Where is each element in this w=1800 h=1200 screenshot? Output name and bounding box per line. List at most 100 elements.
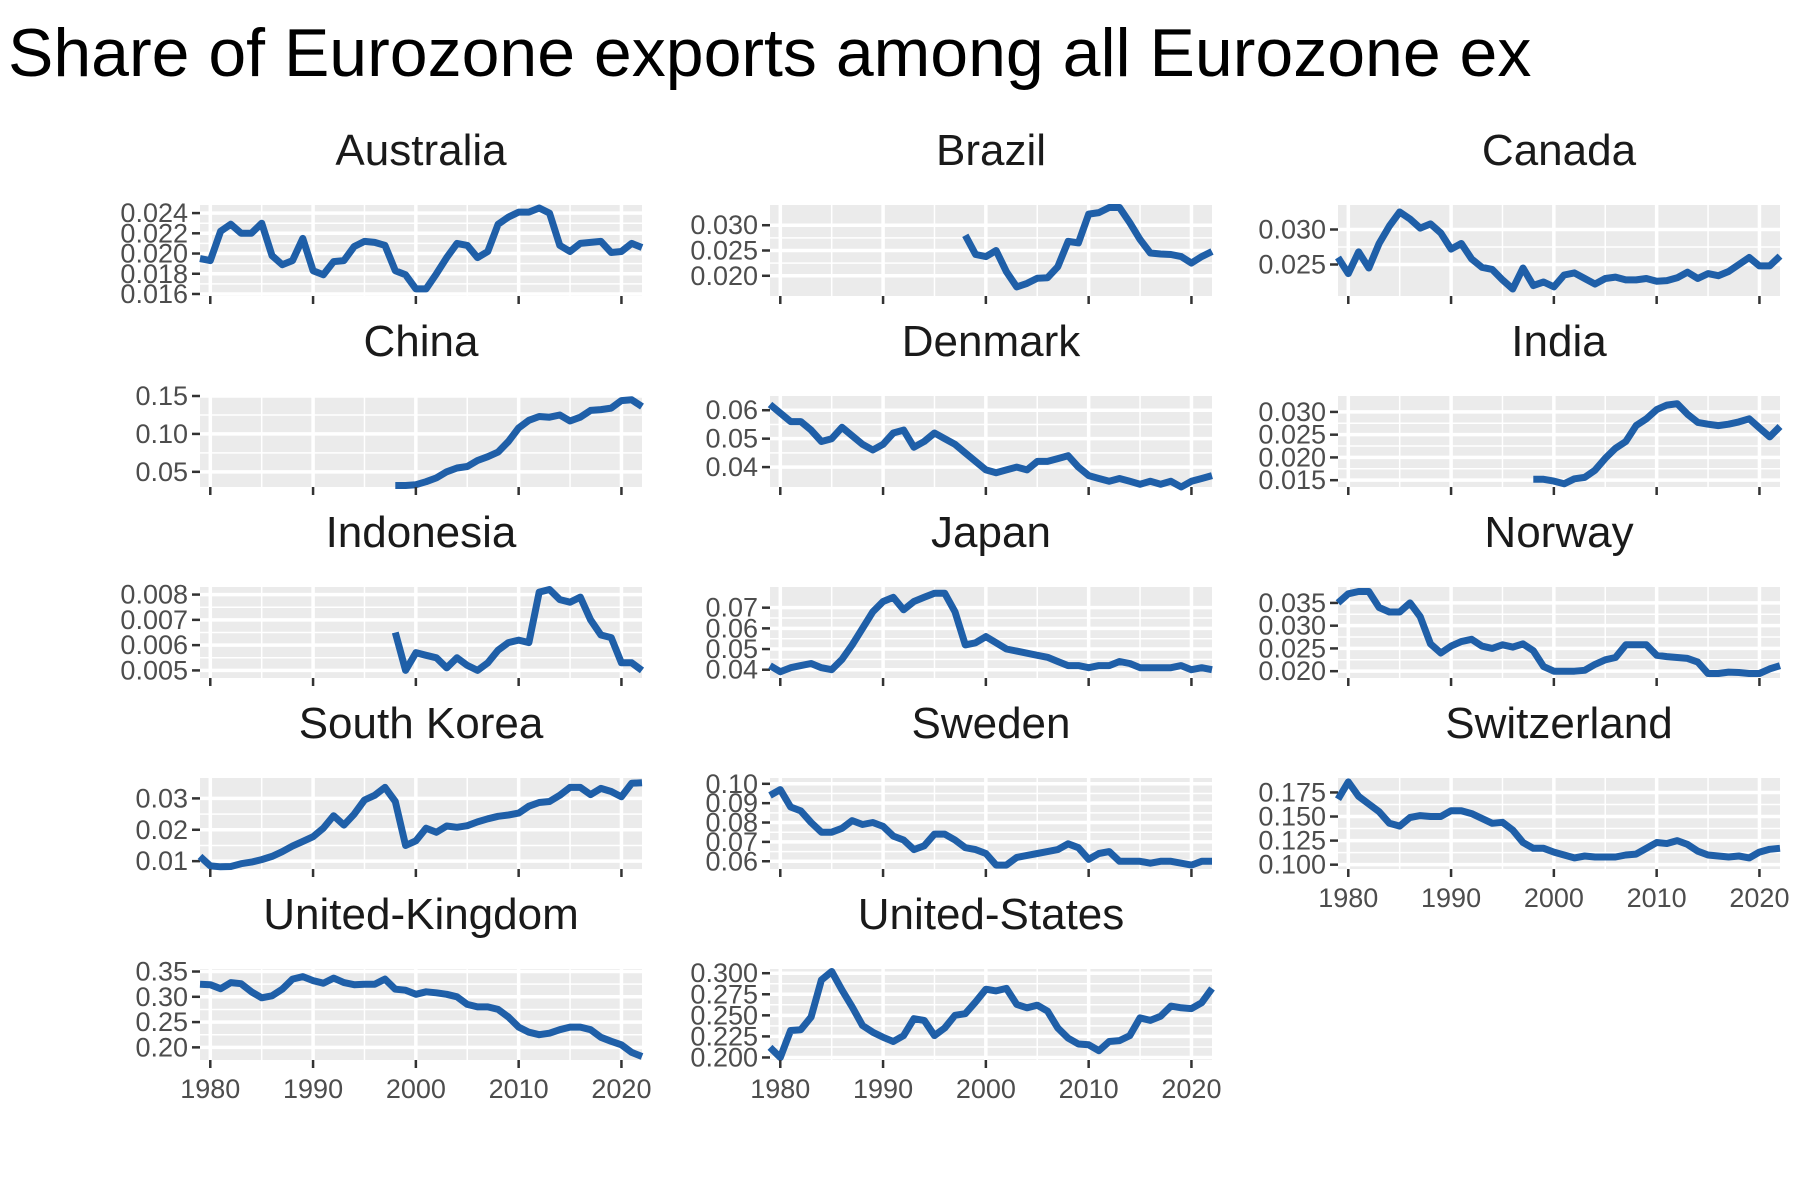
panel-title-south-korea: South Korea <box>299 699 544 748</box>
panel-title-united-kingdom: United-Kingdom <box>263 890 579 939</box>
panel-background <box>1338 587 1780 678</box>
y-tick-label: 0.275 <box>690 979 758 1009</box>
y-tick-label: 0.005 <box>120 655 188 685</box>
y-tick-label: 0.020 <box>120 239 188 269</box>
series-line-norway <box>1335 588 1782 677</box>
y-tick-label: 0.200 <box>690 1042 758 1072</box>
panel-title-china: China <box>364 317 479 366</box>
y-tick-label: 0.02 <box>135 815 188 845</box>
panel-title-denmark: Denmark <box>902 317 1081 366</box>
x-tick-label: 2020 <box>591 1074 651 1104</box>
x-tick-label: 2010 <box>489 1074 549 1104</box>
y-tick-label: 0.025 <box>1258 420 1326 450</box>
panel-china: China 0.05 0.10 0.15 <box>135 317 644 495</box>
panel-united-kingdom: United-Kingdom 0.200.250.300.35 1980 1990 20… <box>135 890 651 1104</box>
x-tick-label: 2010 <box>1627 883 1687 913</box>
y-tick-label: 0.030 <box>690 210 758 240</box>
chart-title: Share of Eurozone exports among all Euro… <box>8 15 1532 91</box>
y-tick-label: 0.06 <box>705 613 758 643</box>
panel-sweden: Sweden 0.060.070.080.090.10 <box>705 699 1212 877</box>
y-tick-label: 0.300 <box>690 958 758 988</box>
y-tick-label: 0.01 <box>135 846 188 876</box>
x-tick-label: 2000 <box>1524 883 1584 913</box>
series-line-china <box>395 396 644 489</box>
panel-title-norway: Norway <box>1484 508 1633 557</box>
x-tick-label: 1980 <box>750 1074 810 1104</box>
y-tick-label: 0.03 <box>135 783 188 813</box>
series-line-denmark <box>767 401 1213 491</box>
panel-title-canada: Canada <box>1482 126 1637 175</box>
x-tick-label: 2000 <box>386 1074 446 1104</box>
y-tick-label: 0.030 <box>1258 611 1326 641</box>
series-line-indonesia <box>391 586 645 674</box>
y-tick-label: 0.05 <box>705 424 758 454</box>
x-tick-label: 2000 <box>956 1074 1016 1104</box>
y-tick-label: 0.125 <box>1258 826 1326 856</box>
panel-title-sweden: Sweden <box>911 699 1070 748</box>
x-tick-label: 1980 <box>180 1074 240 1104</box>
panel-title-india: India <box>1511 317 1607 366</box>
panel-canada: Canada 0.025 0.030 <box>1258 126 1783 304</box>
y-tick-label: 0.06 <box>705 846 758 876</box>
y-tick-label: 0.225 <box>690 1021 758 1051</box>
y-tick-label: 0.016 <box>120 279 188 309</box>
y-tick-label: 0.35 <box>135 957 188 987</box>
panel-denmark: Denmark 0.040.050.06 <box>705 317 1213 495</box>
y-tick-label: 0.10 <box>135 419 188 449</box>
series-line-sweden <box>768 786 1212 869</box>
panel-title-australia: Australia <box>335 126 507 175</box>
panel-title-united-states: United-States <box>858 890 1125 939</box>
y-tick-label: 0.020 <box>1258 442 1326 472</box>
x-tick-label: 2020 <box>1161 1074 1221 1104</box>
series-line-switzerland <box>1334 778 1781 862</box>
y-tick-label: 0.175 <box>1258 777 1326 807</box>
y-tick-label: 0.07 <box>705 827 758 857</box>
panel-background <box>770 587 1212 678</box>
y-tick-label: 0.06 <box>705 395 758 425</box>
y-tick-label: 0.007 <box>120 605 188 635</box>
y-tick-label: 0.10 <box>705 769 758 799</box>
y-tick-label: 0.150 <box>1258 802 1326 832</box>
y-tick-label: 0.100 <box>1258 850 1326 880</box>
x-tick-label: 2020 <box>1729 883 1789 913</box>
y-tick-label: 0.025 <box>1258 633 1326 663</box>
series-line-canada <box>1335 208 1783 293</box>
y-tick-label: 0.04 <box>705 452 758 482</box>
series-line-brazil <box>962 204 1214 291</box>
y-tick-label: 0.025 <box>1258 250 1326 280</box>
y-tick-label: 0.025 <box>690 236 758 266</box>
y-tick-label: 0.022 <box>120 218 188 248</box>
y-tick-label: 0.020 <box>690 261 758 291</box>
series-line-australia <box>199 204 644 293</box>
x-tick-label: 1990 <box>1421 883 1481 913</box>
y-tick-label: 0.030 <box>1258 215 1326 245</box>
y-tick-label: 0.20 <box>135 1032 188 1062</box>
panel-title-brazil: Brazil <box>936 126 1046 175</box>
y-tick-label: 0.25 <box>135 1007 188 1037</box>
y-tick-label: 0.020 <box>1258 656 1326 686</box>
y-tick-label: 0.04 <box>705 655 758 685</box>
x-tick-label: 2010 <box>1059 1074 1119 1104</box>
panel-japan: Japan 0.040.050.060.07 <box>705 508 1213 686</box>
panel-title-japan: Japan <box>931 508 1051 557</box>
x-tick-label: 1990 <box>283 1074 343 1104</box>
panel-background <box>1338 396 1780 487</box>
y-tick-label: 0.07 <box>705 593 758 623</box>
panel-title-switzerland: Switzerland <box>1445 699 1672 748</box>
y-tick-label: 0.05 <box>705 634 758 664</box>
series-line-south-korea <box>197 779 643 871</box>
x-tick-label: 1980 <box>1318 883 1378 913</box>
series-line-united-kingdom <box>199 973 644 1060</box>
y-tick-label: 0.006 <box>120 630 188 660</box>
y-tick-label: 0.08 <box>705 808 758 838</box>
y-tick-label: 0.15 <box>135 381 188 411</box>
y-tick-label: 0.250 <box>690 1000 758 1030</box>
y-tick-label: 0.30 <box>135 982 188 1012</box>
y-tick-label: 0.09 <box>705 788 758 818</box>
series-line-india <box>1533 400 1783 488</box>
